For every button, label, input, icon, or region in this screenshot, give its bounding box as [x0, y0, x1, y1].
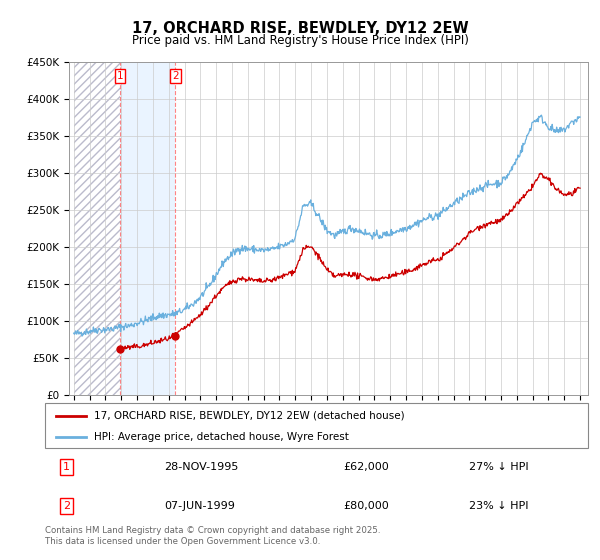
Bar: [120, 62, 175, 395]
Text: Contains HM Land Registry data © Crown copyright and database right 2025.
This d: Contains HM Land Registry data © Crown c…: [45, 526, 380, 546]
FancyBboxPatch shape: [45, 403, 588, 448]
Text: HPI: Average price, detached house, Wyre Forest: HPI: Average price, detached house, Wyre…: [94, 432, 349, 442]
Text: 28-NOV-1995: 28-NOV-1995: [164, 462, 239, 472]
Text: 2: 2: [172, 72, 179, 81]
Text: 17, ORCHARD RISE, BEWDLEY, DY12 2EW (detached house): 17, ORCHARD RISE, BEWDLEY, DY12 2EW (det…: [94, 410, 404, 421]
Text: 2: 2: [63, 501, 70, 511]
Text: £62,000: £62,000: [344, 462, 389, 472]
Text: 1: 1: [116, 72, 123, 81]
Text: 07-JUN-1999: 07-JUN-1999: [164, 501, 235, 511]
Text: 1: 1: [63, 462, 70, 472]
Text: £80,000: £80,000: [344, 501, 389, 511]
Text: 23% ↓ HPI: 23% ↓ HPI: [469, 501, 528, 511]
Text: Price paid vs. HM Land Registry's House Price Index (HPI): Price paid vs. HM Land Registry's House …: [131, 34, 469, 46]
Text: 27% ↓ HPI: 27% ↓ HPI: [469, 462, 528, 472]
Bar: [74, 62, 120, 395]
Text: 17, ORCHARD RISE, BEWDLEY, DY12 2EW: 17, ORCHARD RISE, BEWDLEY, DY12 2EW: [131, 21, 469, 36]
